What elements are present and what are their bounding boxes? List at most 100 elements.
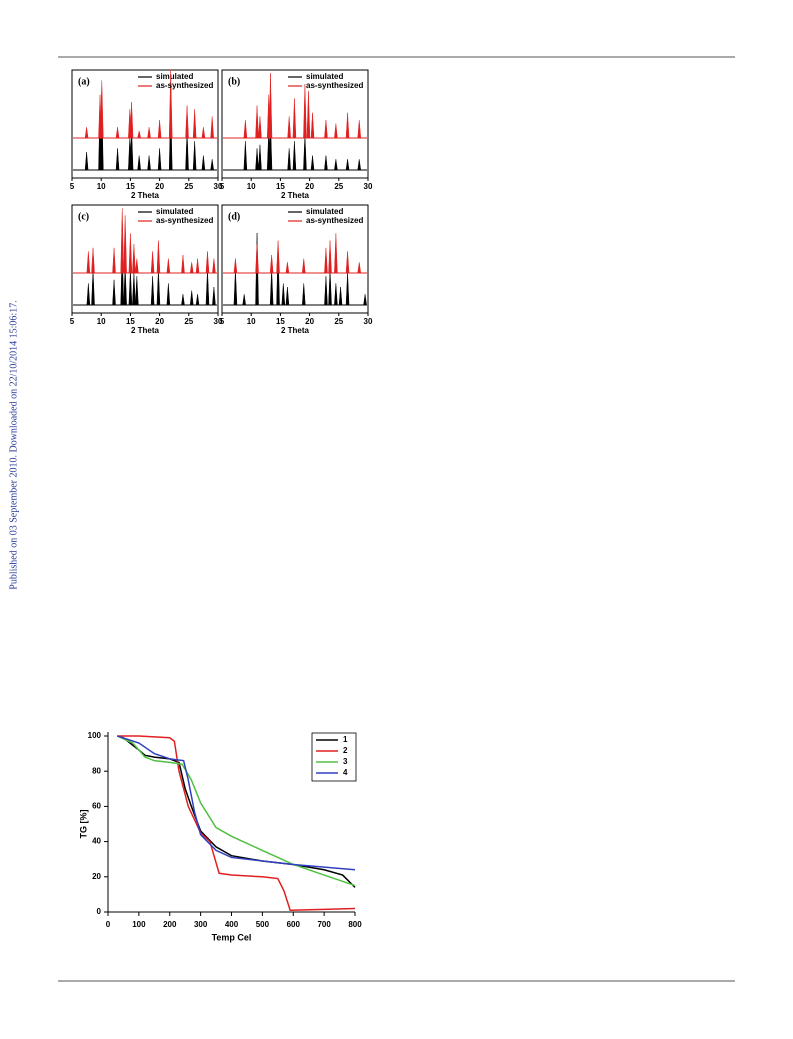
x-axis-label: 2 Theta <box>281 191 310 200</box>
x-tick-label: 5 <box>220 317 225 326</box>
peak <box>363 294 367 306</box>
x-tick-label: 100 <box>132 920 146 929</box>
x-tick-label: 300 <box>194 920 208 929</box>
x-tick-label: 30 <box>214 317 223 326</box>
x-tick-label: 400 <box>225 920 239 929</box>
peak <box>258 144 262 171</box>
peak <box>345 272 350 306</box>
peak <box>287 116 291 139</box>
peak <box>137 130 141 139</box>
peak <box>281 283 286 306</box>
legend-label: simulated <box>156 207 193 216</box>
peak <box>268 73 273 139</box>
peak <box>328 268 332 306</box>
peak <box>255 105 259 139</box>
peak <box>324 276 328 306</box>
peak <box>334 159 338 171</box>
peak <box>189 290 194 306</box>
x-tick-label: 15 <box>126 317 135 326</box>
legend-label: 4 <box>343 768 348 777</box>
x-tick-label: 25 <box>334 182 343 191</box>
peak <box>243 119 248 139</box>
peak <box>181 254 185 274</box>
x-tick-label: 15 <box>126 182 135 191</box>
peak <box>345 112 350 139</box>
peak <box>210 116 214 139</box>
peak <box>129 126 134 171</box>
panel-label: (d) <box>228 211 240 222</box>
x-tick-label: 20 <box>305 317 314 326</box>
peak <box>338 286 343 306</box>
y-tick-label: 80 <box>92 766 101 775</box>
peak <box>328 240 332 274</box>
x-tick-label: 25 <box>184 182 193 191</box>
x-axis-label: 2 Theta <box>131 326 160 335</box>
peak <box>195 294 200 306</box>
peak <box>123 265 127 306</box>
x-tick-label: 30 <box>364 182 373 191</box>
peak <box>189 262 194 274</box>
y-axis-label: TG [%] <box>78 810 88 839</box>
peak <box>157 119 162 139</box>
peak <box>195 258 200 274</box>
peak <box>115 148 120 171</box>
peak <box>276 247 280 306</box>
panel-frame <box>221 204 369 314</box>
peak <box>112 279 116 306</box>
peak <box>185 105 189 139</box>
peak <box>212 258 216 274</box>
peak <box>205 251 210 274</box>
peak <box>168 69 173 139</box>
peak <box>269 254 274 274</box>
peak <box>285 286 290 306</box>
legend-label: as-synthesized <box>306 216 363 225</box>
peak <box>86 251 91 274</box>
x-tick-label: 10 <box>97 317 106 326</box>
peak <box>132 244 136 274</box>
peak <box>269 268 274 306</box>
peak <box>166 283 171 306</box>
peak <box>150 251 155 274</box>
legend-label: simulated <box>156 72 193 81</box>
peak <box>84 127 89 139</box>
y-tick-label: 60 <box>92 802 101 811</box>
legend-label: as-synthesized <box>306 81 363 90</box>
x-tick-label: 20 <box>155 317 164 326</box>
peak <box>345 159 350 171</box>
peak <box>132 272 136 306</box>
panel-frame <box>71 204 219 314</box>
x-tick-label: 5 <box>70 182 75 191</box>
peak <box>357 119 362 139</box>
peak <box>192 109 197 139</box>
peak <box>120 208 124 274</box>
peak <box>135 276 139 306</box>
tg-curve <box>117 735 356 912</box>
legend-label: simulated <box>306 207 343 216</box>
x-axis-label: 2 Theta <box>131 191 160 200</box>
x-tick-label: 10 <box>97 182 106 191</box>
peak <box>255 148 259 171</box>
x-tick-label: 20 <box>305 182 314 191</box>
peak <box>91 268 95 306</box>
peak <box>157 148 162 171</box>
y-tick-label: 100 <box>88 731 102 740</box>
peak <box>233 268 238 306</box>
legend-label: 3 <box>343 757 348 766</box>
y-tick-label: 40 <box>92 837 101 846</box>
peak <box>210 159 214 171</box>
peak <box>276 240 280 274</box>
peak <box>147 127 151 139</box>
peak <box>258 116 262 139</box>
panel-label: (c) <box>78 211 89 222</box>
x-tick-label: 25 <box>334 317 343 326</box>
x-tick-label: 25 <box>184 317 193 326</box>
peak <box>324 119 328 139</box>
x-axis-label: Temp Cel <box>212 932 252 942</box>
peak <box>334 283 338 306</box>
legend-label: simulated <box>306 72 343 81</box>
tg-curve <box>117 735 356 871</box>
x-tick-label: 15 <box>276 317 285 326</box>
peak <box>334 233 338 274</box>
peak <box>115 127 120 139</box>
